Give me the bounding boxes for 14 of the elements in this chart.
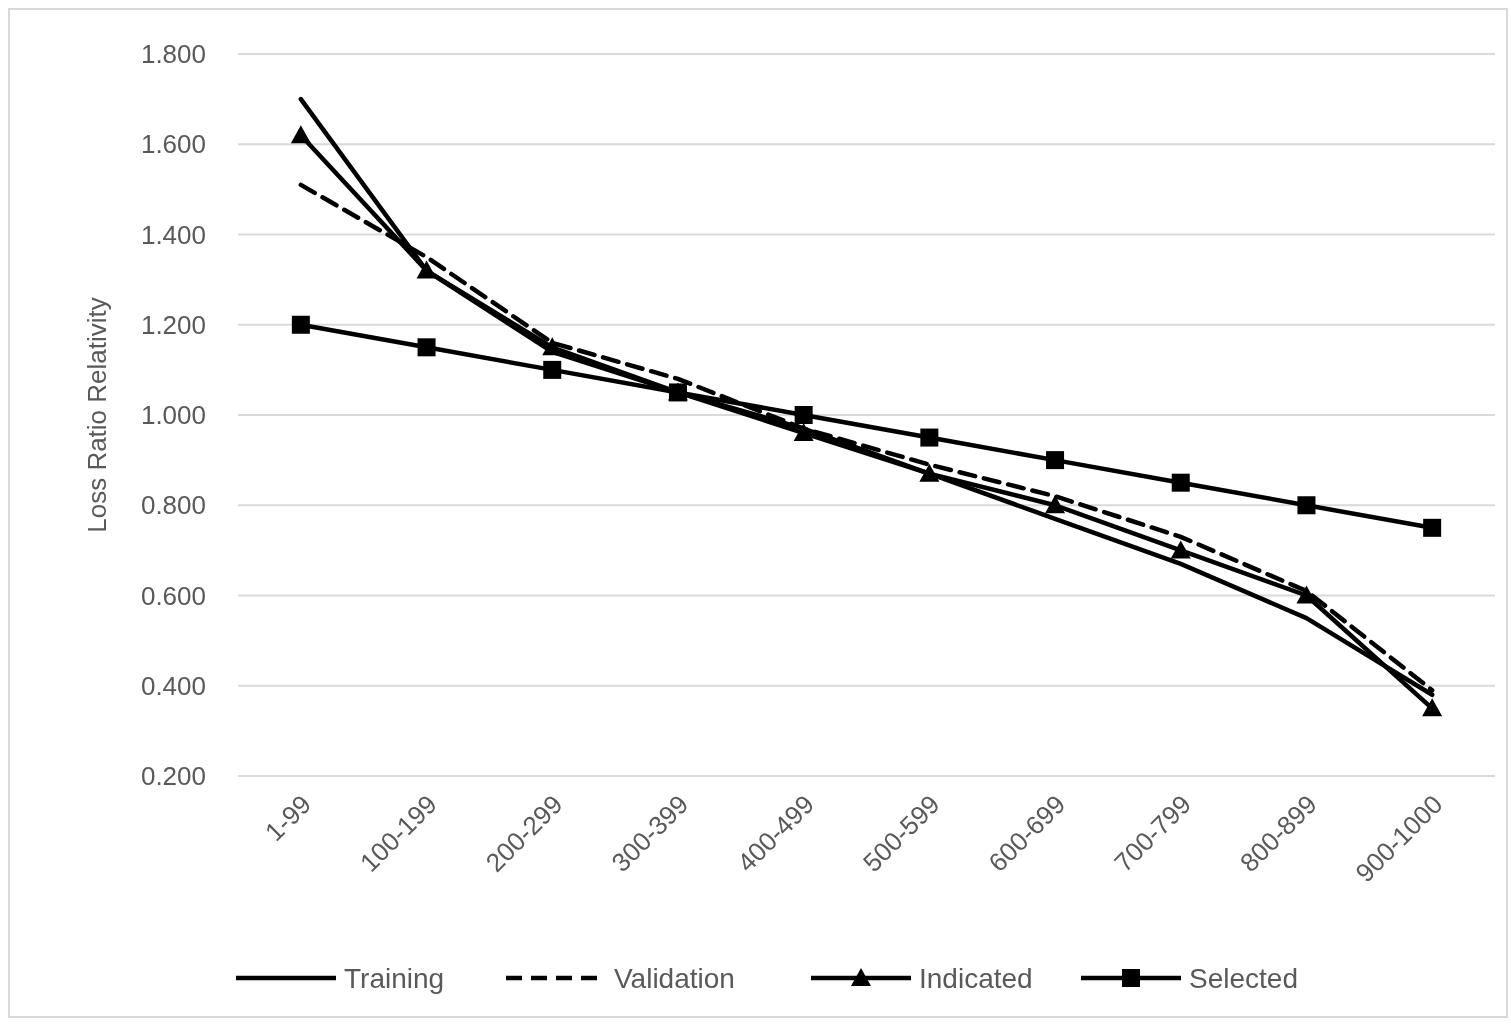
y-tick-label: 0.600 [140, 580, 206, 611]
legend-label: Training [344, 962, 445, 994]
y-tick-label: 1.000 [140, 400, 206, 431]
legend-label: Validation [614, 962, 735, 994]
y-tick-label: 0.800 [140, 490, 206, 521]
y-tick-label: 1.400 [140, 219, 206, 250]
legend-label: Indicated [919, 962, 1033, 994]
y-tick-label: 0.200 [140, 761, 206, 792]
legend-label: Selected [1189, 962, 1298, 994]
y-tick-label: 1.800 [140, 39, 206, 70]
y-tick-label: 1.600 [140, 129, 206, 160]
y-tick-label: 1.200 [140, 309, 206, 340]
y-axis-title: Loss Ratio Relativity [82, 297, 112, 533]
y-tick-label: 0.400 [140, 670, 206, 701]
